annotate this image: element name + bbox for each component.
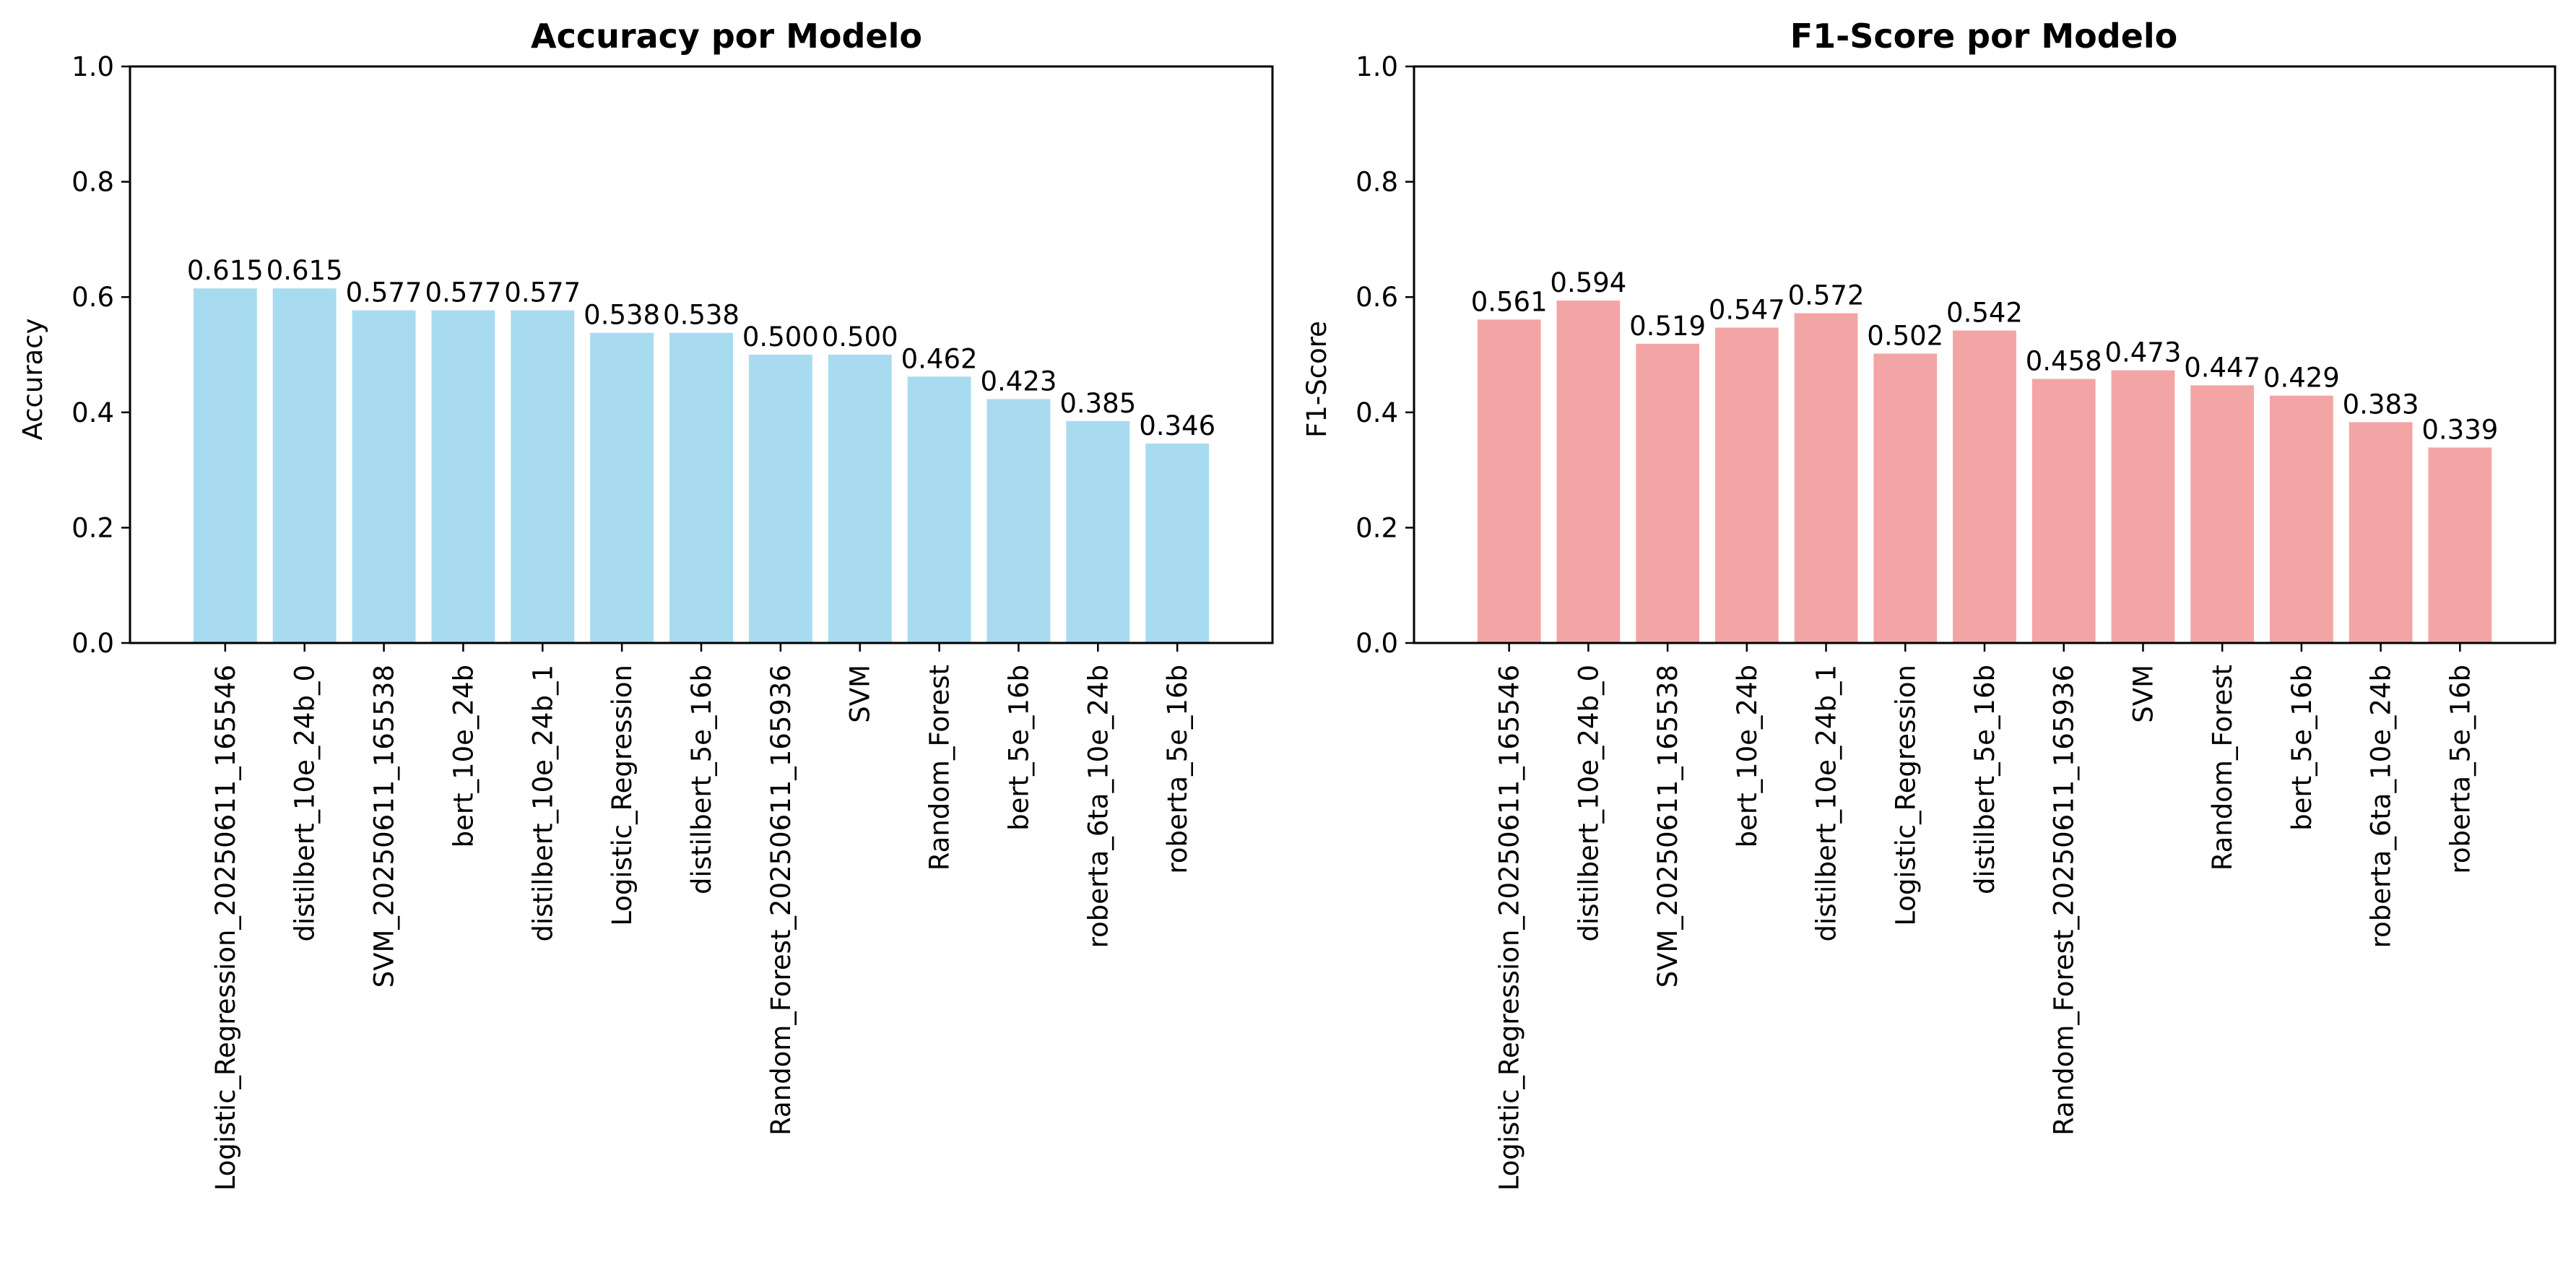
- f1-score-bar: [2428, 447, 2492, 643]
- f1-score-bar: [1953, 330, 2016, 643]
- accuracy-bar: [748, 355, 812, 643]
- accuracy-chart-title: Accuracy por Modelo: [531, 17, 922, 56]
- f1-score-x-tick-label: roberta_5e_16b: [2445, 665, 2476, 874]
- f1-score-bar: [1794, 313, 1858, 643]
- f1-score-bar: [1873, 353, 1938, 643]
- accuracy-y-tick-label: 0.6: [71, 282, 114, 313]
- accuracy-x-tick-label: Random_Forest: [924, 665, 955, 871]
- accuracy-chart: Accuracy por Modelo Accuracy 0.0 0.2 0.4 0.…: [17, 17, 1274, 1191]
- f1-score-x-tick-label: SVM: [2128, 665, 2159, 723]
- accuracy-value-label: 0.577: [425, 277, 501, 308]
- accuracy-value-label: 0.500: [742, 321, 819, 353]
- accuracy-y-axis-label: Accuracy: [17, 319, 48, 441]
- f1-score-value-label: 0.339: [2421, 414, 2498, 445]
- accuracy-value-label: 0.346: [1139, 410, 1215, 441]
- accuracy-bar: [590, 332, 654, 643]
- f1-score-value-label: 0.429: [2263, 363, 2340, 394]
- accuracy-value-label: 0.615: [266, 255, 343, 286]
- accuracy-y-tick-label: 0.8: [71, 167, 114, 198]
- accuracy-bar: [1066, 420, 1130, 643]
- accuracy-axes-frame: [129, 65, 1274, 644]
- f1-score-x-tick-label: roberta_6ta_10e_24b: [2366, 665, 2397, 948]
- f1-score-y-tick-label: 0.2: [1356, 512, 1398, 543]
- accuracy-value-label: 0.462: [901, 343, 978, 374]
- accuracy-x-tick-label: Random_Forest_20250611_165936: [766, 665, 797, 1136]
- f1-score-bar: [2270, 395, 2333, 643]
- f1-score-chart-title: F1-Score por Modelo: [1790, 17, 2178, 56]
- f1-score-value-label: 0.561: [1471, 286, 1548, 317]
- accuracy-x-tick-label: Logistic_Regression_20250611_165546: [210, 665, 241, 1191]
- f1-score-bar: [2031, 379, 2096, 643]
- f1-score-bar: [2111, 370, 2175, 643]
- accuracy-x-tick-label: SVM: [845, 665, 876, 723]
- f1-score-y-tick-label: 0.0: [1356, 628, 1398, 659]
- f1-score-y-tick-label: 0.6: [1356, 282, 1398, 313]
- f1-score-x-tick-label: Logistic_Regression: [1890, 665, 1921, 926]
- accuracy-bar: [1145, 443, 1210, 643]
- accuracy-x-tick-label: SVM_20250611_165538: [369, 665, 400, 988]
- f1-score-value-label: 0.542: [1946, 297, 2023, 328]
- f1-score-x-tick-label: bert_5e_16b: [2286, 665, 2317, 831]
- f1-score-value-label: 0.519: [1629, 311, 1706, 342]
- accuracy-value-label: 0.538: [584, 300, 660, 331]
- accuracy-y-tick-label: 0.0: [71, 628, 114, 659]
- f1-score-x-tick-label: distilbert_10e_24b_1: [1811, 665, 1842, 942]
- accuracy-y-tick-label: 1.0: [71, 51, 114, 82]
- f1-score-x-tick-label: distilbert_10e_24b_0: [1573, 665, 1604, 942]
- accuracy-x-tick-label: bert_10e_24b: [448, 665, 479, 847]
- accuracy-x-tick-label: distilbert_10e_24b_1: [527, 665, 558, 942]
- f1-score-x-tick-label: Random_Forest: [2207, 665, 2238, 871]
- accuracy-bar: [986, 399, 1051, 643]
- f1-score-value-label: 0.458: [2026, 346, 2102, 377]
- accuracy-bar: [272, 288, 337, 643]
- accuracy-x-tick-label: distilbert_5e_16b: [686, 665, 717, 894]
- accuracy-x-tick-label: roberta_6ta_10e_24b: [1083, 665, 1114, 948]
- accuracy-bar: [431, 310, 495, 643]
- accuracy-x-tick-label: bert_5e_16b: [1003, 665, 1034, 831]
- accuracy-bar: [511, 310, 575, 643]
- accuracy-value-label: 0.500: [822, 321, 898, 353]
- accuracy-y-tick-label: 0.4: [71, 397, 114, 428]
- f1-score-y-axis-label: F1-Score: [1301, 321, 1332, 438]
- f1-score-value-label: 0.447: [2184, 352, 2260, 383]
- f1-score-x-tick-label: Logistic_Regression_20250611_165546: [1494, 665, 1525, 1191]
- f1-score-bar: [2349, 422, 2413, 643]
- f1-score-axes-frame: [1413, 65, 2557, 644]
- accuracy-value-label: 0.577: [504, 277, 581, 308]
- accuracy-x-tick-label: Logistic_Regression: [607, 665, 638, 926]
- f1-score-x-tick-label: SVM_20250611_165538: [1652, 665, 1683, 988]
- f1-score-bar: [2190, 385, 2255, 643]
- accuracy-x-tick-label: roberta_5e_16b: [1162, 665, 1193, 874]
- accuracy-value-label: 0.385: [1059, 388, 1136, 419]
- f1-score-value-label: 0.383: [2343, 389, 2419, 420]
- accuracy-x-tick-label: distilbert_10e_24b_0: [290, 665, 321, 942]
- f1-score-x-tick-label: Random_Forest_20250611_165936: [2049, 665, 2080, 1136]
- f1-score-x-tick-label: distilbert_5e_16b: [1969, 665, 2000, 894]
- accuracy-value-label: 0.423: [980, 366, 1057, 397]
- f1-score-x-tick-label: bert_10e_24b: [1732, 665, 1763, 847]
- f1-score-value-label: 0.594: [1550, 267, 1626, 298]
- accuracy-bar: [669, 332, 733, 643]
- accuracy-value-label: 0.577: [346, 277, 422, 308]
- accuracy-y-tick-label: 0.2: [71, 512, 114, 543]
- accuracy-bar: [193, 288, 257, 643]
- f1-score-bar: [1556, 300, 1621, 643]
- f1-score-value-label: 0.572: [1788, 280, 1865, 311]
- accuracy-bar: [352, 310, 416, 643]
- f1-score-bar: [1477, 319, 1541, 643]
- f1-score-y-tick-label: 0.4: [1356, 397, 1398, 428]
- accuracy-value-label: 0.538: [663, 300, 740, 331]
- f1-score-bar: [1714, 327, 1779, 643]
- f1-score-y-tick-label: 1.0: [1356, 51, 1398, 82]
- accuracy-bar: [907, 376, 971, 643]
- f1-score-y-tick-label: 0.8: [1356, 167, 1398, 198]
- accuracy-bar: [828, 355, 892, 643]
- f1-score-chart: F1-Score por Modelo F1-Score 0.0 0.2 0.4 0.…: [1301, 17, 2557, 1191]
- f1-score-bar: [1636, 343, 1699, 643]
- f1-score-value-label: 0.473: [2104, 337, 2181, 368]
- accuracy-value-label: 0.615: [187, 255, 264, 286]
- f1-score-value-label: 0.502: [1867, 320, 1943, 351]
- f1-score-value-label: 0.547: [1709, 294, 1785, 325]
